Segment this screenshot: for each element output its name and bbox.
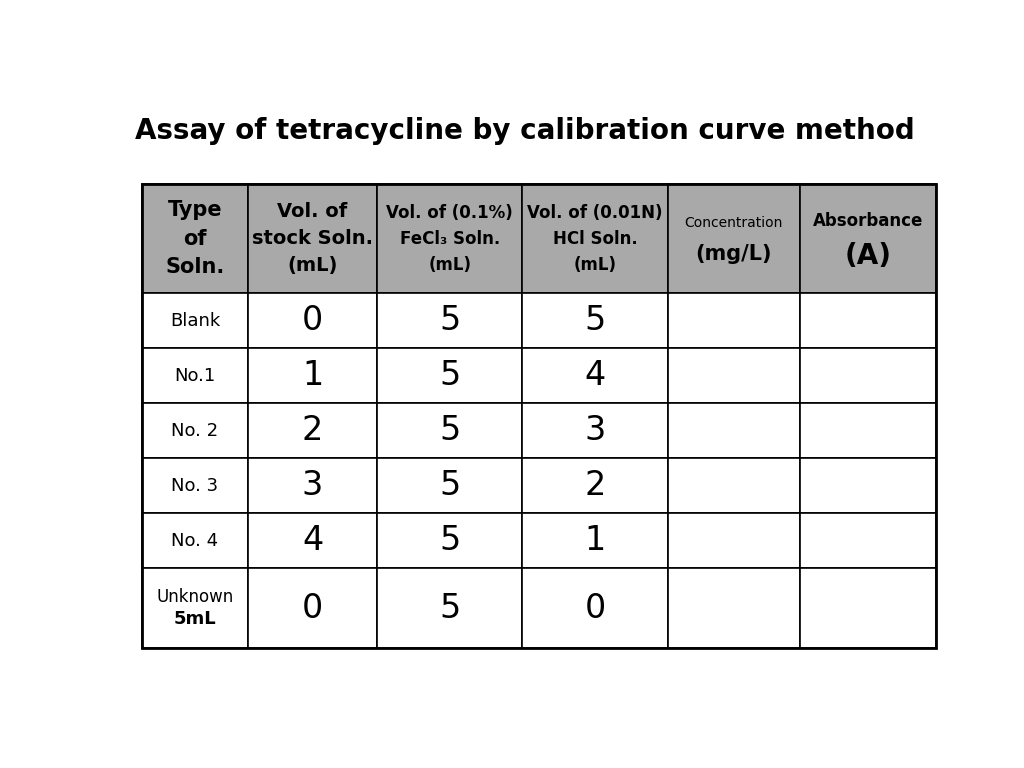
Text: 0: 0	[302, 304, 324, 337]
Text: Vol. of (0.01N): Vol. of (0.01N)	[527, 204, 663, 221]
Text: 5mL: 5mL	[174, 611, 216, 628]
Bar	[377, 568, 522, 648]
Text: 3: 3	[302, 469, 324, 502]
Bar	[142, 513, 248, 568]
Bar	[248, 458, 377, 513]
Text: 5: 5	[439, 359, 461, 392]
Text: Assay of tetracycline by calibration curve method: Assay of tetracycline by calibration cur…	[135, 117, 914, 144]
Text: 3: 3	[585, 414, 605, 447]
Bar	[668, 513, 800, 568]
Bar	[248, 403, 377, 458]
Text: 5: 5	[439, 414, 461, 447]
Bar	[248, 568, 377, 648]
Bar	[522, 568, 668, 648]
Text: Unknown: Unknown	[157, 588, 233, 606]
Text: Vol. of: Vol. of	[278, 202, 347, 221]
Bar	[800, 293, 936, 348]
Text: (A): (A)	[845, 242, 892, 270]
Bar	[142, 184, 248, 293]
Bar	[377, 458, 522, 513]
Bar	[377, 513, 522, 568]
Bar	[142, 348, 248, 403]
Text: 4: 4	[585, 359, 605, 392]
Bar	[522, 458, 668, 513]
Text: Vol. of (0.1%): Vol. of (0.1%)	[386, 204, 513, 221]
Bar	[248, 513, 377, 568]
Text: (mL): (mL)	[573, 256, 616, 273]
Bar	[668, 184, 800, 293]
Bar	[522, 403, 668, 458]
Text: 5: 5	[439, 525, 461, 558]
Bar	[800, 513, 936, 568]
Text: FeCl₃ Soln.: FeCl₃ Soln.	[399, 230, 500, 247]
Bar	[142, 458, 248, 513]
Bar	[522, 348, 668, 403]
Bar	[248, 348, 377, 403]
Bar	[800, 568, 936, 648]
Text: No.1: No.1	[174, 366, 216, 385]
Text: 0: 0	[302, 591, 324, 624]
Bar	[800, 348, 936, 403]
Bar	[668, 568, 800, 648]
Bar	[377, 348, 522, 403]
Text: (mg/L): (mg/L)	[695, 244, 772, 264]
Bar	[800, 403, 936, 458]
Text: Absorbance: Absorbance	[813, 213, 924, 230]
Bar	[142, 403, 248, 458]
Text: Concentration: Concentration	[685, 216, 783, 230]
Text: 4: 4	[302, 525, 324, 558]
Text: Soln.: Soln.	[166, 257, 224, 277]
Text: 1: 1	[585, 525, 605, 558]
Text: Blank: Blank	[170, 312, 220, 329]
Text: Type: Type	[168, 200, 222, 220]
Bar	[522, 184, 668, 293]
Bar	[668, 293, 800, 348]
Text: 1: 1	[302, 359, 324, 392]
Text: 5: 5	[585, 304, 605, 337]
Bar	[248, 184, 377, 293]
Text: No. 3: No. 3	[171, 477, 218, 495]
Text: No. 2: No. 2	[171, 422, 218, 440]
Text: No. 4: No. 4	[171, 531, 218, 550]
Text: HCl Soln.: HCl Soln.	[553, 230, 637, 247]
Text: 5: 5	[439, 304, 461, 337]
Bar	[248, 293, 377, 348]
Bar	[800, 184, 936, 293]
Bar	[377, 403, 522, 458]
Text: (mL): (mL)	[428, 256, 471, 273]
Text: 2: 2	[585, 469, 606, 502]
Text: 5: 5	[439, 591, 461, 624]
Bar	[668, 348, 800, 403]
Bar	[142, 568, 248, 648]
Bar	[377, 184, 522, 293]
Bar	[142, 184, 936, 648]
Text: of: of	[183, 229, 207, 249]
Text: stock Soln.: stock Soln.	[252, 229, 373, 248]
Bar	[668, 403, 800, 458]
Bar	[522, 293, 668, 348]
Bar	[800, 458, 936, 513]
Text: 0: 0	[585, 591, 605, 624]
Text: (mL): (mL)	[288, 257, 338, 275]
Bar	[142, 293, 248, 348]
Text: 2: 2	[302, 414, 324, 447]
Bar	[668, 458, 800, 513]
Bar	[377, 293, 522, 348]
Text: 5: 5	[439, 469, 461, 502]
Bar	[522, 513, 668, 568]
